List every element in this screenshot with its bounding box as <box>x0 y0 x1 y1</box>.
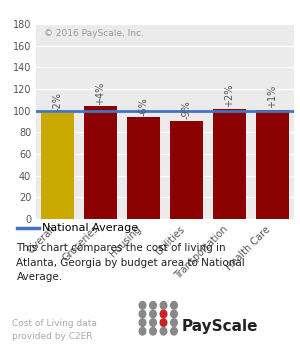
Text: -2%: -2% <box>52 92 62 111</box>
Bar <box>213 109 246 219</box>
Bar <box>41 113 74 219</box>
Text: -9%: -9% <box>182 100 191 119</box>
Text: Cost of Living data
provided by C2ER: Cost of Living data provided by C2ER <box>12 319 97 341</box>
Text: © 2016 PayScale, Inc.: © 2016 PayScale, Inc. <box>44 29 144 38</box>
Bar <box>84 107 117 219</box>
Text: +1%: +1% <box>268 85 278 108</box>
Text: This chart compares the cost of living in
Atlanta, Georgia by budget area to Nat: This chart compares the cost of living i… <box>16 243 245 282</box>
Bar <box>128 117 160 219</box>
Text: +2%: +2% <box>224 83 235 107</box>
Text: PayScale: PayScale <box>182 319 259 334</box>
Bar <box>256 110 289 219</box>
Bar <box>170 120 202 219</box>
Text: -6%: -6% <box>139 97 148 116</box>
Text: +4%: +4% <box>95 81 106 105</box>
Text: National Average: National Average <box>42 224 138 233</box>
